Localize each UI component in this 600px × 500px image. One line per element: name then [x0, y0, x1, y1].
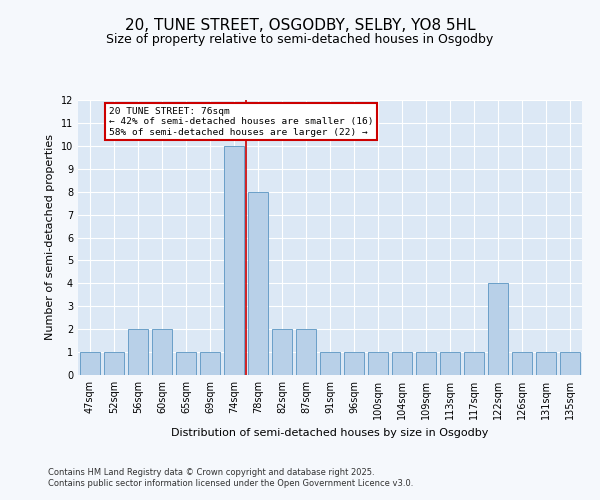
Bar	[80, 352, 100, 375]
Bar	[488, 284, 508, 375]
Bar	[440, 352, 460, 375]
Bar	[512, 352, 532, 375]
Bar	[416, 352, 436, 375]
Bar	[560, 352, 580, 375]
Bar	[536, 352, 556, 375]
Bar	[152, 329, 172, 375]
Bar	[200, 352, 220, 375]
X-axis label: Distribution of semi-detached houses by size in Osgodby: Distribution of semi-detached houses by …	[172, 428, 488, 438]
Text: Contains HM Land Registry data © Crown copyright and database right 2025.
Contai: Contains HM Land Registry data © Crown c…	[48, 468, 413, 487]
Bar	[128, 329, 148, 375]
Bar	[176, 352, 196, 375]
Bar	[296, 329, 316, 375]
Text: Size of property relative to semi-detached houses in Osgodby: Size of property relative to semi-detach…	[106, 32, 494, 46]
Bar	[344, 352, 364, 375]
Y-axis label: Number of semi-detached properties: Number of semi-detached properties	[45, 134, 55, 340]
Bar	[368, 352, 388, 375]
Bar	[224, 146, 244, 375]
Bar	[464, 352, 484, 375]
Bar	[392, 352, 412, 375]
Text: 20 TUNE STREET: 76sqm
← 42% of semi-detached houses are smaller (16)
58% of semi: 20 TUNE STREET: 76sqm ← 42% of semi-deta…	[109, 107, 374, 136]
Bar	[272, 329, 292, 375]
Text: 20, TUNE STREET, OSGODBY, SELBY, YO8 5HL: 20, TUNE STREET, OSGODBY, SELBY, YO8 5HL	[125, 18, 475, 32]
Bar	[248, 192, 268, 375]
Bar	[104, 352, 124, 375]
Bar	[320, 352, 340, 375]
